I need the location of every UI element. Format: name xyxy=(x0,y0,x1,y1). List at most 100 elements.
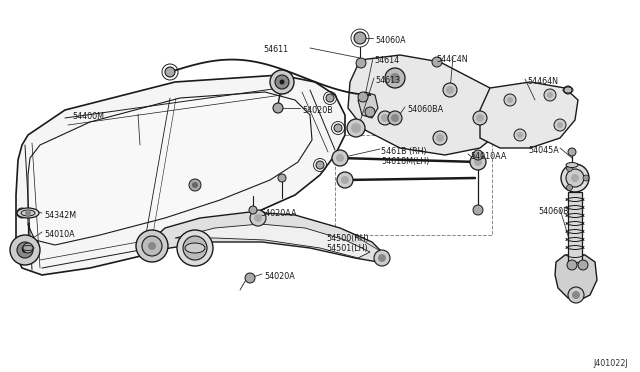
Circle shape xyxy=(334,124,342,132)
Circle shape xyxy=(473,205,483,215)
Circle shape xyxy=(254,214,262,222)
Circle shape xyxy=(378,254,386,262)
Ellipse shape xyxy=(17,208,39,218)
Circle shape xyxy=(578,260,588,270)
Circle shape xyxy=(381,114,389,122)
Circle shape xyxy=(23,243,33,253)
Circle shape xyxy=(378,111,392,125)
Text: 54500(RH): 54500(RH) xyxy=(326,234,369,243)
Circle shape xyxy=(517,132,523,138)
Circle shape xyxy=(554,119,566,131)
Circle shape xyxy=(446,86,454,94)
Circle shape xyxy=(443,83,457,97)
Circle shape xyxy=(433,131,447,145)
Text: 54010AA: 54010AA xyxy=(470,152,506,161)
Text: 54020AA: 54020AA xyxy=(260,209,296,218)
Circle shape xyxy=(566,185,573,190)
Circle shape xyxy=(356,58,366,68)
Circle shape xyxy=(474,158,482,166)
Circle shape xyxy=(388,71,402,85)
Circle shape xyxy=(583,175,589,181)
Circle shape xyxy=(336,154,344,162)
Circle shape xyxy=(385,68,405,88)
Circle shape xyxy=(354,32,366,44)
Circle shape xyxy=(391,74,399,82)
Circle shape xyxy=(374,250,390,266)
Polygon shape xyxy=(480,82,578,148)
Text: 54060BA: 54060BA xyxy=(407,105,443,114)
Circle shape xyxy=(561,164,589,192)
Circle shape xyxy=(326,94,334,102)
Circle shape xyxy=(250,210,266,226)
Circle shape xyxy=(183,236,207,260)
Circle shape xyxy=(436,134,444,142)
Circle shape xyxy=(270,70,294,94)
Ellipse shape xyxy=(566,163,578,167)
Text: 54020B: 54020B xyxy=(302,106,333,115)
Circle shape xyxy=(567,260,577,270)
Circle shape xyxy=(165,67,175,77)
Circle shape xyxy=(17,208,27,218)
Circle shape xyxy=(388,111,402,125)
Circle shape xyxy=(245,273,255,283)
Circle shape xyxy=(514,129,526,141)
Circle shape xyxy=(432,57,442,67)
Circle shape xyxy=(365,107,375,117)
Circle shape xyxy=(566,169,584,187)
Bar xyxy=(568,192,582,262)
Circle shape xyxy=(347,119,365,137)
Circle shape xyxy=(275,75,289,89)
Circle shape xyxy=(470,154,486,170)
Text: 54020A: 54020A xyxy=(264,272,295,281)
Circle shape xyxy=(22,247,28,253)
Circle shape xyxy=(17,242,33,258)
Circle shape xyxy=(568,287,584,303)
Circle shape xyxy=(507,97,513,103)
Text: 54045A: 54045A xyxy=(528,146,559,155)
Circle shape xyxy=(25,210,31,216)
Polygon shape xyxy=(175,224,370,258)
Circle shape xyxy=(192,182,198,188)
Polygon shape xyxy=(152,212,385,262)
Text: 54618M(LH): 54618M(LH) xyxy=(381,157,429,166)
Circle shape xyxy=(280,80,285,84)
Circle shape xyxy=(142,236,162,256)
Text: 54400M: 54400M xyxy=(72,112,104,121)
Circle shape xyxy=(358,92,368,102)
Circle shape xyxy=(571,174,579,182)
Circle shape xyxy=(566,166,573,171)
Circle shape xyxy=(572,291,580,299)
Text: 54060B: 54060B xyxy=(538,207,568,216)
Polygon shape xyxy=(28,92,312,245)
Circle shape xyxy=(351,123,361,133)
Text: 54501(LH): 54501(LH) xyxy=(326,244,367,253)
Circle shape xyxy=(568,148,576,156)
Text: 54611: 54611 xyxy=(263,45,288,54)
Text: 54010A: 54010A xyxy=(44,230,75,239)
Circle shape xyxy=(148,242,156,250)
Circle shape xyxy=(390,73,400,83)
Circle shape xyxy=(473,111,487,125)
Text: 5461B (RH): 5461B (RH) xyxy=(381,147,427,156)
Text: 54342M: 54342M xyxy=(44,211,76,220)
Circle shape xyxy=(473,150,483,160)
Text: J401022J: J401022J xyxy=(593,359,628,368)
Circle shape xyxy=(391,114,399,122)
Polygon shape xyxy=(348,55,505,155)
Circle shape xyxy=(10,235,40,265)
Polygon shape xyxy=(555,255,597,300)
Polygon shape xyxy=(16,75,345,275)
Ellipse shape xyxy=(21,210,35,216)
Text: 54464N: 54464N xyxy=(527,77,558,86)
Text: 544C4N: 544C4N xyxy=(436,55,468,64)
Circle shape xyxy=(544,89,556,101)
Circle shape xyxy=(189,179,201,191)
Circle shape xyxy=(564,86,572,94)
Ellipse shape xyxy=(185,243,205,253)
Circle shape xyxy=(476,114,484,122)
Text: 54060A: 54060A xyxy=(375,36,406,45)
Circle shape xyxy=(332,150,348,166)
Circle shape xyxy=(177,230,213,266)
Circle shape xyxy=(547,92,553,98)
Circle shape xyxy=(136,230,168,262)
